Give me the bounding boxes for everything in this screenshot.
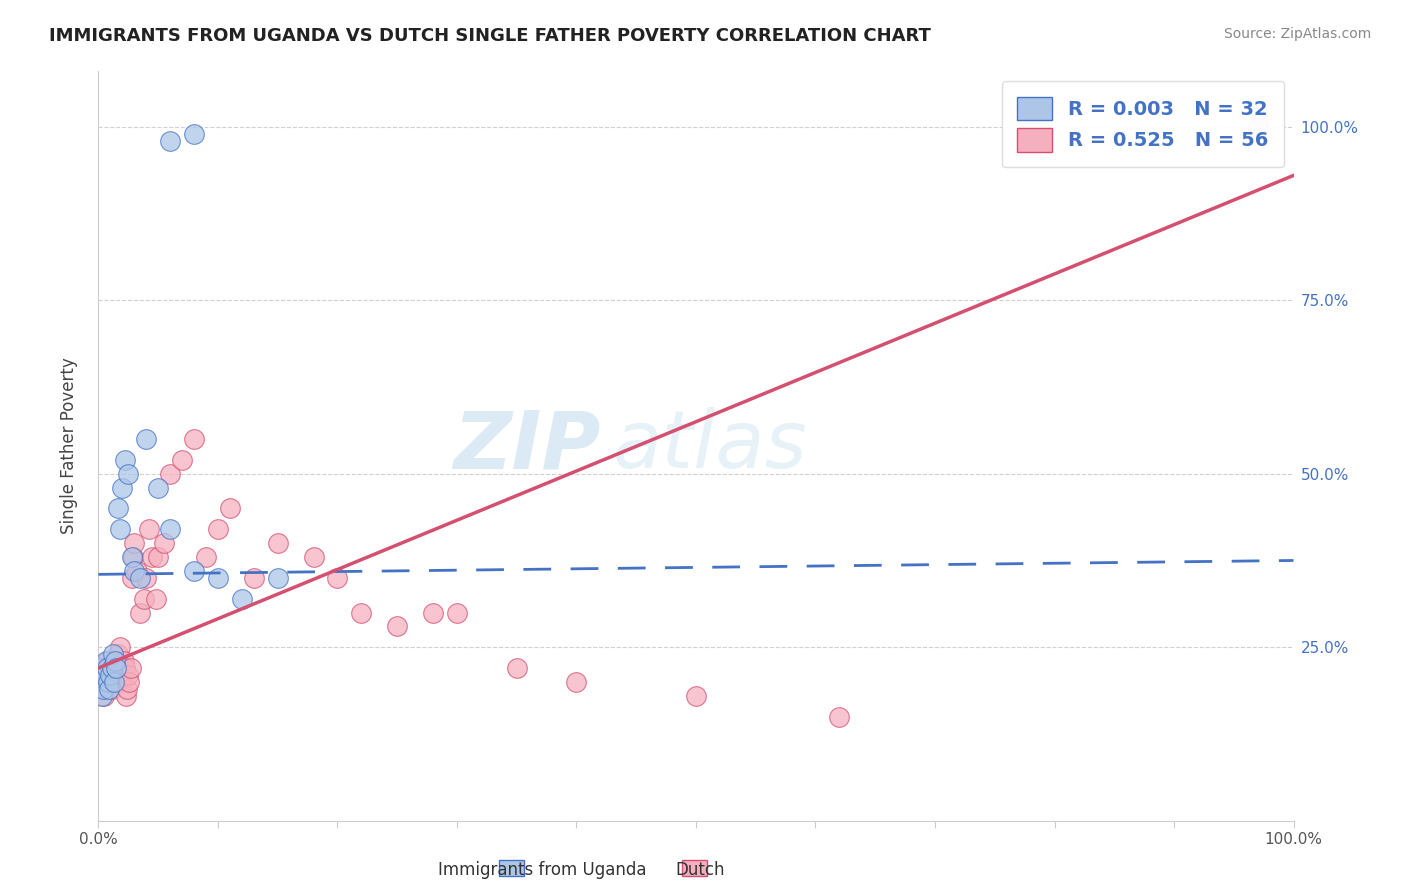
Point — [98, 668, 122, 682]
Point — [100, 681, 122, 696]
Point — [124, 564, 146, 578]
Point — [98, 674, 121, 689]
Point — [446, 606, 468, 620]
Point — [96, 661, 118, 675]
Point — [685, 689, 707, 703]
Point — [385, 619, 409, 633]
Point — [145, 591, 167, 606]
Point — [94, 654, 117, 668]
Point — [104, 654, 127, 668]
Point — [828, 709, 851, 723]
Point — [565, 674, 588, 689]
Point — [115, 681, 138, 696]
Point — [350, 606, 373, 620]
Point — [159, 467, 181, 481]
Point — [90, 674, 112, 689]
Point — [117, 467, 139, 481]
Point — [159, 134, 181, 148]
Point — [506, 661, 529, 675]
Point — [132, 591, 155, 606]
Point — [108, 640, 131, 655]
Point — [267, 571, 290, 585]
Point — [105, 661, 128, 675]
Point — [104, 674, 127, 689]
Text: Dutch: Dutch — [675, 861, 724, 879]
Point — [107, 647, 129, 661]
Point — [195, 549, 218, 564]
Point — [91, 689, 114, 703]
Point — [183, 564, 205, 578]
Point — [231, 591, 253, 606]
Point — [129, 571, 152, 585]
Point — [122, 549, 145, 564]
Point — [1247, 120, 1270, 134]
Point — [118, 674, 141, 689]
Point — [183, 432, 205, 446]
Point — [94, 681, 117, 696]
Point — [93, 689, 115, 703]
Point — [159, 522, 181, 536]
Text: atlas: atlas — [613, 407, 807, 485]
Point — [148, 549, 170, 564]
Point — [124, 536, 146, 550]
Point — [100, 661, 122, 675]
Point — [89, 674, 111, 689]
Text: Immigrants from Uganda: Immigrants from Uganda — [439, 861, 647, 879]
Point — [207, 571, 229, 585]
Point — [129, 606, 152, 620]
Point — [98, 661, 122, 675]
Point — [326, 571, 349, 585]
Point — [422, 606, 444, 620]
Point — [103, 661, 125, 675]
Point — [105, 654, 128, 668]
Y-axis label: Single Father Poverty: Single Father Poverty — [59, 358, 77, 534]
Point — [138, 522, 160, 536]
Point — [115, 689, 138, 703]
Point — [93, 668, 115, 682]
Point — [112, 654, 135, 668]
Point — [111, 668, 134, 682]
Point — [148, 481, 170, 495]
Point — [172, 453, 194, 467]
Point — [125, 564, 148, 578]
Point — [120, 661, 142, 675]
Point — [135, 432, 157, 446]
Point — [219, 501, 242, 516]
Point — [101, 647, 124, 661]
Point — [101, 668, 124, 682]
Point — [91, 661, 114, 675]
Point — [117, 668, 139, 682]
Point — [183, 127, 205, 141]
Legend: R = 0.003   N = 32, R = 0.525   N = 56: R = 0.003 N = 32, R = 0.525 N = 56 — [1001, 81, 1284, 168]
Point — [107, 501, 129, 516]
Point — [97, 654, 120, 668]
Point — [96, 668, 118, 682]
Point — [141, 549, 163, 564]
Point — [107, 661, 129, 675]
Point — [267, 536, 290, 550]
Point — [97, 674, 120, 689]
Point — [121, 571, 143, 585]
Point — [110, 674, 132, 689]
Point — [103, 674, 125, 689]
Point — [135, 571, 157, 585]
Point — [121, 549, 143, 564]
Point — [243, 571, 266, 585]
Text: ZIP: ZIP — [453, 407, 600, 485]
Point — [207, 522, 229, 536]
Point — [108, 522, 131, 536]
Point — [90, 661, 112, 675]
Text: IMMIGRANTS FROM UGANDA VS DUTCH SINGLE FATHER POVERTY CORRELATION CHART: IMMIGRANTS FROM UGANDA VS DUTCH SINGLE F… — [49, 27, 931, 45]
Text: Source: ZipAtlas.com: Source: ZipAtlas.com — [1223, 27, 1371, 41]
Point — [111, 481, 134, 495]
Point — [302, 549, 325, 564]
Point — [153, 536, 176, 550]
Point — [91, 681, 114, 696]
Point — [114, 661, 136, 675]
Point — [98, 681, 121, 696]
Point — [114, 453, 136, 467]
